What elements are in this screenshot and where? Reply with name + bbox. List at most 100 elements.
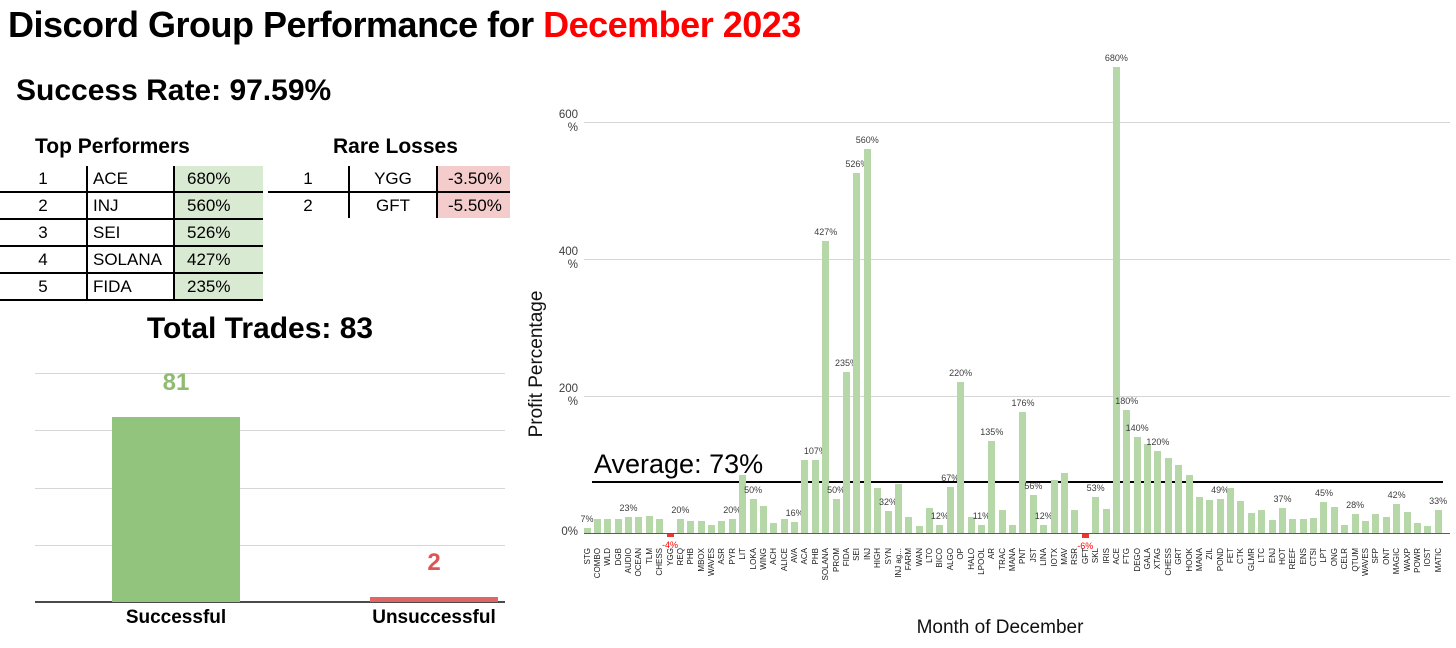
y-tick-label: 0% <box>561 526 578 538</box>
x-tick-label: AVA <box>790 548 800 563</box>
x-tick-label: PYR <box>727 548 737 565</box>
x-tick-label: IOST <box>1423 548 1433 567</box>
rank-cell: 3 <box>0 219 87 247</box>
x-tick-label: STG <box>582 548 592 565</box>
x-tick-label: CTK <box>1236 548 1246 564</box>
average-line <box>592 481 1443 483</box>
profit-bar <box>1123 409 1131 533</box>
x-tick-label: SKL <box>1091 548 1101 564</box>
x-tick-label: PROM <box>831 548 841 572</box>
x-tick-label: TLM <box>644 548 654 564</box>
profit-cell: 526% <box>174 219 263 247</box>
x-tick-label: HALO <box>966 548 976 570</box>
x-tick-label: GLMR <box>1246 548 1256 572</box>
bar-value-label: 107% <box>803 445 827 456</box>
bar-value-label: 20% <box>671 505 690 516</box>
x-tick-label: QTUM <box>1350 548 1360 572</box>
bar-value-label: 560% <box>855 135 879 146</box>
x-tick-label: HOOK <box>1184 548 1194 572</box>
trades-category-label: Successful <box>125 607 227 628</box>
bar-value-label: 680% <box>1104 53 1128 64</box>
x-tick-label: WAVES <box>707 548 717 577</box>
top-performers-table: 1 ACE 680% 2 INJ 560% 3 SEI 526% 4 SOLANA 427% 5 FIDA… <box>0 166 263 301</box>
profit-bar <box>822 240 830 533</box>
profit-bar <box>1185 474 1193 533</box>
bar-value-label: 56% <box>1024 480 1043 491</box>
profit-bar <box>843 372 850 533</box>
profit-bar <box>1019 412 1027 533</box>
coin-cell: SEI <box>86 219 175 247</box>
coin-cell: ACE <box>86 166 175 193</box>
x-tick-label: ONT <box>1381 548 1391 565</box>
profit-bar <box>1029 494 1037 533</box>
y-tick-label: 200% <box>558 383 578 408</box>
x-tick-label: XTAG <box>1153 548 1163 570</box>
x-tick-label: BICO <box>935 548 945 568</box>
rank-cell: 5 <box>0 273 87 301</box>
x-tick-label: ALICE <box>779 548 789 572</box>
profit-bar <box>604 519 612 533</box>
bar-value-label: 53% <box>1086 482 1105 493</box>
profit-bar <box>1175 464 1183 533</box>
profit-cell: -3.50% <box>437 166 510 193</box>
gridline <box>35 373 505 374</box>
trades-bar <box>370 597 498 602</box>
success-rate-text: Success Rate: 97.59% <box>16 74 332 107</box>
page-title-month: December 2023 <box>543 4 801 45</box>
profit-bar <box>708 524 716 533</box>
x-axis-line <box>35 601 505 603</box>
page-title-text: Discord Group Performance for <box>8 4 544 45</box>
x-tick-label: FARM <box>904 548 914 571</box>
bar-value-label: 50% <box>744 484 763 495</box>
bar-value-label: 42% <box>1387 490 1406 501</box>
rank-cell: 1 <box>268 166 349 193</box>
x-tick-label: CHESS <box>655 548 665 576</box>
profit-bar <box>915 526 923 533</box>
profit-bar <box>1164 457 1172 533</box>
x-tick-label: FET <box>1226 548 1236 564</box>
rank-cell: 1 <box>0 166 87 193</box>
x-tick-label: CELR <box>1340 548 1350 570</box>
x-tick-label: WING <box>758 548 768 570</box>
x-tick-label: ONG <box>1329 548 1339 567</box>
rare-losses-title: Rare Losses <box>333 135 458 158</box>
x-tick-label: LOKA <box>748 548 758 570</box>
profit-bar <box>1434 510 1442 533</box>
top-performer-row: 1 ACE 680% <box>0 166 263 193</box>
x-tick-label: YGG <box>665 548 675 566</box>
profit-bar <box>1154 450 1162 533</box>
profit-bar <box>1009 525 1017 533</box>
profit-bar <box>770 522 778 533</box>
profit-bar <box>1258 509 1266 533</box>
profit-bar <box>666 534 674 537</box>
x-tick-label: LPOOL <box>976 548 986 575</box>
coin-cell: SOLANA <box>86 246 175 274</box>
x-tick-label: DGB <box>613 548 623 566</box>
bar-value-label: 49% <box>1211 485 1230 496</box>
x-tick-label: LINA <box>1039 548 1049 566</box>
x-tick-label: MBOX <box>696 548 706 572</box>
x-tick-label: POND <box>1215 548 1225 572</box>
bar-value-label: 7% <box>580 514 594 525</box>
x-tick-label: DEGO <box>1132 548 1142 572</box>
x-tick-label: COMBO <box>592 548 602 579</box>
profit-bar <box>1424 526 1432 533</box>
profit-bar <box>884 511 892 533</box>
x-tick-label: SEI <box>852 548 862 561</box>
profit-bar <box>635 517 643 533</box>
x-tick-label: ACH <box>769 548 779 565</box>
bar-value-label: 12% <box>930 510 949 521</box>
bar-value-label: 23% <box>619 503 638 514</box>
trades-bar <box>112 416 240 602</box>
profit-bar <box>687 521 695 533</box>
y-tick-label: 600% <box>558 109 578 134</box>
profit-bar <box>946 487 954 533</box>
bar-value-label: 12% <box>1034 510 1053 521</box>
bar-value-label: 235% <box>834 358 859 369</box>
x-tick-label: JST <box>1028 548 1038 563</box>
x-tick-label: LIT <box>738 548 748 560</box>
gridline <box>35 430 505 432</box>
profit-bar <box>863 149 871 533</box>
bar-value-label: 135% <box>980 426 1004 437</box>
profit-bar <box>625 517 633 533</box>
